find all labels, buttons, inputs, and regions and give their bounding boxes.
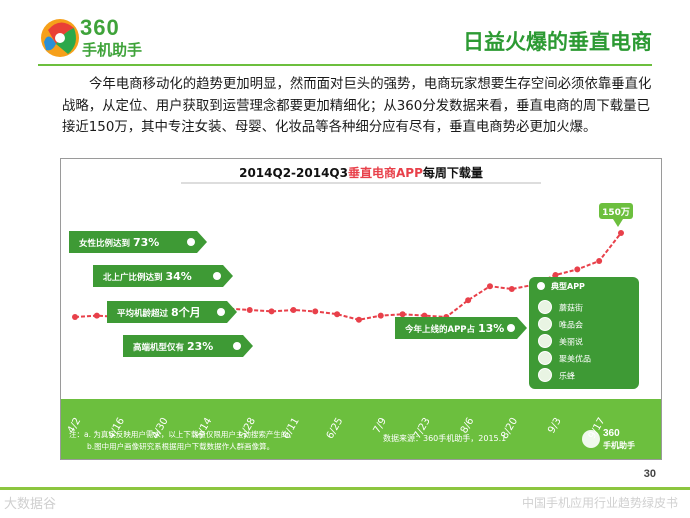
annotation-arrow-shape	[69, 231, 207, 253]
chart-title-metric: 每周下载量	[423, 165, 483, 180]
data-point	[465, 297, 472, 304]
annotation-northgz: 北上广比例达到 34%	[93, 265, 233, 287]
peak-callout: 150万	[599, 203, 633, 227]
annotation-arrow-shape	[123, 335, 253, 357]
peak-label-pointer	[613, 219, 623, 227]
brand-name: 手机助手	[82, 41, 143, 59]
app-name: 乐蜂	[559, 371, 575, 381]
data-point	[355, 316, 362, 323]
typical-apps-box	[529, 277, 639, 389]
x-axis-band	[61, 399, 661, 459]
annotation-label: 高端机型仅有 23%	[133, 340, 213, 353]
app-name: 美丽说	[559, 337, 583, 347]
annotation-label: 北上广比例达到 34%	[103, 270, 192, 283]
chart-title-highlight: 垂直电商APP	[348, 165, 423, 180]
annotation-value: 73%	[133, 236, 159, 249]
annotation-text: 北上广比例达到	[103, 272, 165, 283]
annotation-value: 23%	[187, 340, 213, 353]
app-icon	[538, 317, 552, 331]
note-line-2: b.图中用户画像研究系根据用户下载数据作人群画像算。	[87, 441, 274, 451]
footer-brand-number: 360	[603, 428, 620, 439]
data-point	[312, 308, 319, 315]
data-point	[399, 311, 406, 318]
data-point	[596, 258, 603, 264]
header: 360 手机助手 日益火爆的垂直电商	[0, 0, 690, 68]
peak-label-box	[599, 203, 633, 219]
page-number: 30	[643, 468, 656, 480]
note-line-1: 注：a. 为真实反映用户需求，以上下载量仅限用户主动搜索产生的。	[69, 429, 296, 439]
annotation-label: 平均机龄超过 8个月	[117, 305, 201, 319]
annotation-highend: 高端机型仅有 23%	[123, 335, 253, 357]
annotation-female: 女性比例达到 73%	[69, 231, 207, 253]
data-point	[334, 311, 341, 318]
page-title: 日益火爆的垂直电商	[463, 30, 652, 54]
download-line-chart: 2014Q2-2014Q3垂直电商APP每周下载量 150万 女性比例达到 73…	[61, 165, 661, 459]
app-name: 唯品会	[559, 320, 583, 330]
header-divider	[38, 64, 652, 66]
app-name: 聚美优品	[559, 354, 591, 364]
footer-360-logo: 360 手机助手	[582, 428, 635, 450]
annotation-label: 女性比例达到 73%	[79, 236, 159, 249]
annotation-dot-icon	[213, 272, 221, 280]
footer-brand-name: 手机助手	[603, 440, 635, 450]
360-logo-icon	[41, 19, 79, 57]
annotation-text: 女性比例达到	[79, 238, 133, 249]
annotation-dot-icon	[217, 308, 225, 316]
typical-apps-bullet-icon	[537, 282, 545, 290]
annotation-value: 13%	[478, 322, 504, 335]
annotation-arrow-shape	[395, 317, 527, 339]
chart-panel: 2014Q2-2014Q3垂直电商APP每周下载量 150万 女性比例达到 73…	[60, 158, 662, 460]
footer-divider	[0, 487, 690, 490]
report-title: 中国手机应用行业趋势绿皮书	[521, 496, 678, 510]
intro-paragraph: 今年电商移动化的趋势更加明显，然而面对巨头的强势，电商玩家想要生存空间必须依靠垂…	[62, 77, 652, 135]
data-point	[268, 308, 275, 315]
chart-title: 2014Q2-2014Q3垂直电商APP每周下载量	[239, 165, 483, 180]
annotation-arrow-shape	[93, 265, 233, 287]
annotation-value: 34%	[165, 270, 191, 283]
annotation-text: 平均机龄超过	[117, 308, 171, 319]
annotation-new-apps: 今年上线的APP占 13%	[395, 317, 527, 339]
data-point	[72, 314, 78, 320]
data-point	[290, 307, 297, 313]
source-note: 数据来源：360手机助手，2015.1	[383, 433, 506, 443]
app-icon	[538, 368, 552, 382]
app-icon	[538, 334, 552, 348]
annotation-dot-icon	[507, 324, 515, 332]
annotation-arrow-shape	[107, 301, 237, 323]
data-point	[246, 307, 253, 313]
data-point	[552, 272, 559, 278]
annotation-dot-icon	[233, 342, 241, 350]
data-point	[93, 312, 100, 319]
typical-apps-title: 典型APP	[551, 281, 585, 291]
app-name: 蘑菇街	[559, 303, 583, 313]
360-mini-logo-icon	[582, 430, 600, 448]
annotation-dot-icon	[187, 238, 195, 246]
data-point	[574, 266, 581, 273]
annotation-text: 今年上线的APP占	[404, 324, 478, 335]
annotation-text: 高端机型仅有	[133, 342, 187, 353]
data-point	[618, 230, 624, 236]
data-point	[377, 312, 384, 319]
annotation-label: 今年上线的APP占 13%	[404, 322, 504, 335]
app-icon	[538, 351, 552, 365]
chart-title-period: 2014Q2-2014Q3	[239, 166, 348, 180]
watermark: 大数据谷	[4, 497, 57, 512]
peak-label: 150万	[602, 207, 630, 218]
annotation-value: 8个月	[171, 305, 201, 319]
brand-logo: 360 手机助手	[38, 12, 188, 64]
data-point	[508, 286, 515, 292]
app-icon	[538, 300, 552, 314]
annotation-age: 平均机龄超过 8个月	[107, 301, 237, 323]
brand-number: 360	[80, 15, 120, 40]
data-point	[486, 283, 493, 290]
